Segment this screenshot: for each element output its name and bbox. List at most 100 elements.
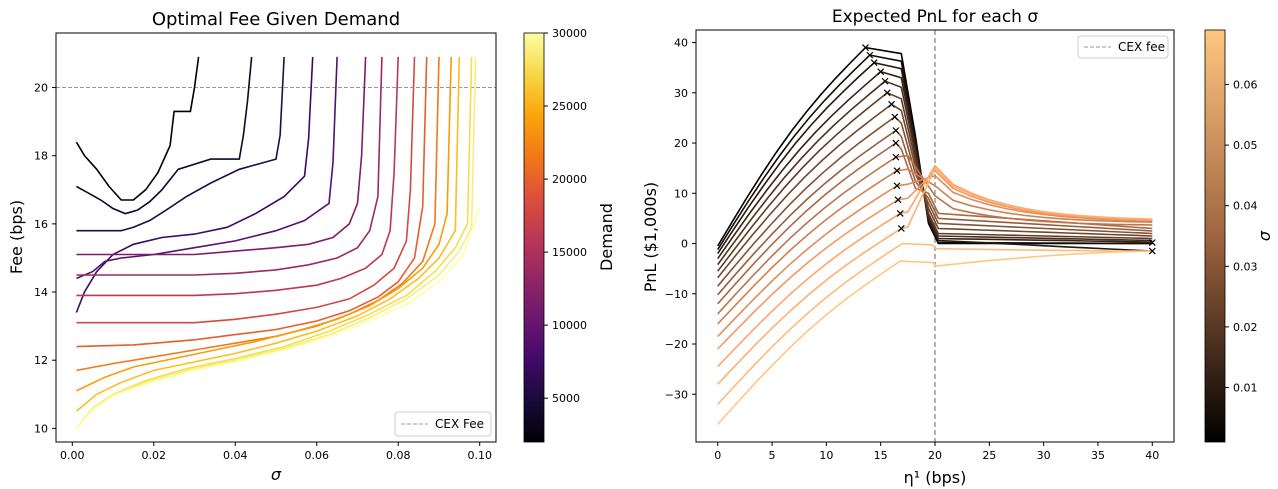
- right-x-tick-label: 40: [1145, 449, 1159, 462]
- optimum-marker: [881, 77, 889, 85]
- right-legend-box: [1077, 35, 1169, 59]
- right-x-ticks: 0 5 10 15 20 25 30 35 40: [714, 442, 1159, 462]
- demand-series-line-7: [76, 56, 399, 297]
- right-y-tick-label: 30: [674, 87, 688, 100]
- optimum-marker: [883, 89, 891, 97]
- left-legend: CEX Fee: [394, 411, 492, 437]
- left-colorbar-tick-label: 5000: [552, 392, 580, 405]
- right-series-group: [717, 46, 1153, 425]
- right-x-tick-label: 15: [874, 449, 888, 462]
- right-x-tick-label: 20: [928, 449, 942, 462]
- optimum-marker: [870, 59, 878, 67]
- left-chart: Optimal Fee Given Demand 0.00 0.02 0.04 0.0…: [7, 9, 616, 484]
- sigma-series-line-16: [717, 242, 1153, 405]
- optimum-marker: [897, 225, 905, 232]
- left-x-tick-label: 0.04: [223, 449, 248, 462]
- left-x-ticks: 0.00 0.02 0.04 0.06 0.08 0.10: [60, 442, 492, 462]
- demand-series-line-9: [76, 56, 428, 348]
- right-y-axis-label: PnL ($1,000s): [641, 182, 660, 292]
- optimum-marker: [877, 68, 885, 76]
- right-colorbar-tick-label: 0.04: [1233, 200, 1258, 213]
- right-x-tick-label: 25: [982, 449, 996, 462]
- optimum-marker: [866, 51, 874, 59]
- right-y-tick-label: −20: [665, 338, 688, 351]
- demand-series-line-3: [75, 56, 314, 313]
- left-x-tick-label: 0.02: [142, 449, 167, 462]
- right-y-tick-label: 20: [674, 137, 688, 150]
- demand-series-line-0: [75, 56, 200, 201]
- right-colorbar: [1204, 29, 1226, 443]
- left-y-ticks: 10 12 14 16 18 20: [34, 82, 56, 435]
- right-colorbar-label: σ: [1255, 230, 1274, 241]
- optimum-marker: [892, 127, 900, 134]
- edge-optimum-marker: [1148, 247, 1156, 255]
- left-colorbar-label: Demand: [597, 203, 616, 271]
- right-y-tick-label: −30: [665, 388, 688, 401]
- right-y-tick-label: −10: [665, 288, 688, 301]
- sigma-series-line-11: [717, 168, 1153, 325]
- left-x-tick-label: 0.10: [467, 449, 492, 462]
- left-plot-frame: [55, 32, 497, 443]
- left-y-axis-label: Fee (bps): [7, 200, 26, 274]
- left-colorbar-tick-label: 10000: [552, 319, 587, 332]
- demand-series-line-4: [76, 56, 338, 280]
- left-colorbar-tick-label: 20000: [552, 173, 587, 186]
- edge-optimum-marker: [1148, 239, 1156, 246]
- left-series-group: [75, 56, 481, 429]
- right-y-tick-label: 0: [681, 238, 688, 251]
- right-colorbar-tick-label: 0.06: [1233, 79, 1258, 92]
- right-x-tick-label: 10: [819, 449, 833, 462]
- left-x-axis-label: σ: [271, 465, 282, 484]
- right-legend: CEX fee: [1077, 35, 1169, 59]
- right-x-tick-label: 0: [714, 449, 721, 462]
- right-colorbar-tick-label: 0.01: [1233, 381, 1258, 394]
- sigma-series-line-4: [717, 80, 1153, 266]
- left-colorbar: [523, 32, 545, 443]
- optimum-marker: [892, 153, 900, 161]
- demand-series-line-5: [76, 56, 367, 256]
- right-colorbar-ticks: 0.01 0.02 0.03 0.04 0.05 0.06: [1225, 79, 1258, 394]
- left-plot-area: [56, 33, 496, 442]
- left-chart-title: Optimal Fee Given Demand: [152, 9, 400, 30]
- right-chart-title: Expected PnL for each σ: [832, 7, 1039, 27]
- sigma-series-line-15: [717, 166, 1153, 385]
- left-y-tick-label: 12: [34, 354, 48, 367]
- demand-series-line-14: [75, 56, 477, 429]
- left-colorbar-tick-label: 30000: [552, 27, 587, 40]
- right-chart: Expected PnL for each σ 0 5 10 15 20 25 30 35 40…: [641, 7, 1274, 487]
- optimum-marker: [891, 113, 899, 121]
- optimum-marker: [893, 167, 901, 175]
- optimum-marker: [893, 182, 901, 190]
- sigma-series-line-10: [717, 154, 1153, 315]
- optimum-marker: [862, 44, 869, 52]
- left-y-tick-label: 14: [34, 286, 48, 299]
- left-y-tick-label: 18: [34, 150, 48, 163]
- sigma-series-line-17: [717, 250, 1153, 425]
- demand-series-line-1: [76, 56, 253, 215]
- demand-series-line-2: [76, 56, 285, 232]
- right-colorbar-tick-label: 0.05: [1233, 139, 1258, 152]
- sigma-series-line-13: [717, 169, 1153, 350]
- right-x-axis-label: η¹ (bps): [904, 468, 967, 487]
- right-legend-label: CEX fee: [1118, 40, 1165, 54]
- right-optimum-markers: [862, 44, 1156, 255]
- right-colorbar-tick-label: 0.03: [1233, 260, 1258, 273]
- demand-series-line-10: [76, 56, 440, 372]
- right-x-tick-label: 30: [1037, 449, 1051, 462]
- sigma-series-line-5: [717, 91, 1153, 272]
- left-y-tick-label: 10: [34, 422, 48, 435]
- demand-series-line-15: [75, 206, 481, 429]
- optimum-marker: [894, 196, 902, 204]
- optimum-marker: [892, 139, 900, 147]
- right-y-tick-label: 40: [674, 37, 688, 50]
- sigma-series-line-3: [717, 70, 1153, 260]
- right-colorbar-tick-label: 0.02: [1233, 321, 1258, 334]
- demand-series-line-12: [75, 56, 461, 412]
- left-x-tick-label: 0.08: [386, 449, 411, 462]
- left-legend-label: CEX Fee: [435, 417, 484, 431]
- demand-series-line-6: [76, 56, 383, 276]
- right-x-tick-label: 5: [769, 449, 776, 462]
- demand-series-line-11: [76, 56, 452, 392]
- left-x-tick-label: 0.00: [60, 449, 85, 462]
